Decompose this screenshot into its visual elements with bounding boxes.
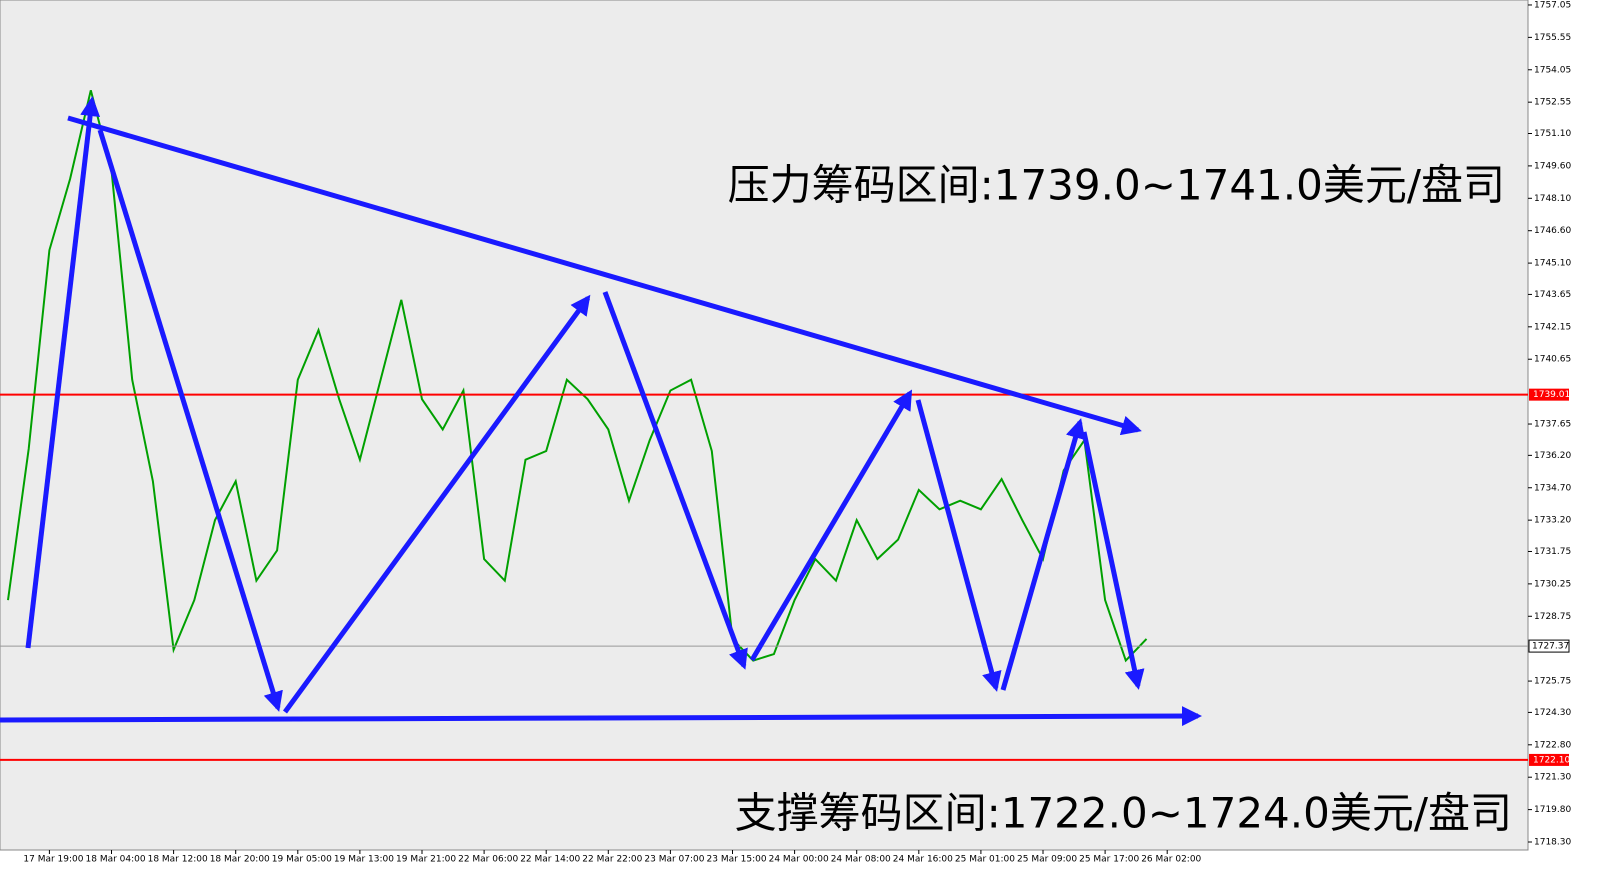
resistance-note: 压力筹码区间:1739.0~1741.0美元/盘司 xyxy=(728,161,1505,210)
x-tick-label: 24 Mar 16:00 xyxy=(893,855,953,865)
y-tick-label: 1734.70 xyxy=(1534,483,1571,493)
y-tick-label: 1725.75 xyxy=(1534,677,1571,687)
level-label: 1739.01 xyxy=(1533,390,1570,400)
arrow xyxy=(282,294,591,714)
y-tick-label: 1731.75 xyxy=(1534,547,1571,557)
y-tick-label: 1718.30 xyxy=(1534,838,1571,848)
x-tick-label: 18 Mar 12:00 xyxy=(148,855,208,865)
x-tick-label: 22 Mar 06:00 xyxy=(458,855,518,865)
x-tick-label: 19 Mar 05:00 xyxy=(272,855,332,865)
x-tick-label: 24 Mar 00:00 xyxy=(769,855,829,865)
price-line xyxy=(7,90,1148,663)
arrow xyxy=(915,399,1002,692)
y-tick-label: 1737.65 xyxy=(1534,420,1571,430)
x-tick-label: 18 Mar 20:00 xyxy=(210,855,270,865)
x-tick-label: 25 Mar 09:00 xyxy=(1017,855,1077,865)
plot-area xyxy=(0,0,1529,851)
support-arrow xyxy=(0,706,1202,727)
arrow xyxy=(25,96,101,649)
y-tick-label: 1757.05 xyxy=(1534,0,1571,10)
y-tick-label: 1752.55 xyxy=(1534,98,1571,108)
x-tick-label: 26 Mar 02:00 xyxy=(1141,855,1201,865)
x-tick-label: 19 Mar 13:00 xyxy=(334,855,394,865)
level-marker xyxy=(1529,753,1569,766)
y-tick-label: 1746.60 xyxy=(1534,226,1571,236)
x-tick-label: 19 Mar 21:00 xyxy=(396,855,456,865)
y-tick-label: 1749.60 xyxy=(1534,161,1571,171)
y-tick-label: 1751.10 xyxy=(1534,129,1571,139)
trend-line xyxy=(67,115,1142,436)
y-tick-label: 1728.75 xyxy=(1534,612,1571,622)
y-tick-label: 1736.20 xyxy=(1534,451,1571,461)
last-price-marker xyxy=(1528,639,1570,653)
y-tick-label: 1721.30 xyxy=(1534,773,1571,783)
x-tick-label: 25 Mar 17:00 xyxy=(1079,855,1139,865)
x-tick-label: 22 Mar 14:00 xyxy=(520,855,580,865)
arrow xyxy=(97,129,283,712)
x-tick-label: 23 Mar 15:00 xyxy=(707,855,767,865)
x-tick-label: 25 Mar 01:00 xyxy=(955,855,1015,865)
support-note: 支撑筹码区间:1722.0~1724.0美元/盘司 xyxy=(735,789,1512,838)
y-tick-label: 1745.10 xyxy=(1534,259,1571,269)
y-tick-label: 1742.15 xyxy=(1534,322,1571,332)
arrow xyxy=(602,291,748,670)
x-tick-label: 18 Mar 04:00 xyxy=(86,855,146,865)
level-marker xyxy=(1529,388,1569,401)
y-tick-label: 1722.80 xyxy=(1534,740,1571,750)
arrow xyxy=(1000,418,1086,691)
x-tick-label: 22 Mar 22:00 xyxy=(582,855,642,865)
x-tick-label: 17 Mar 19:00 xyxy=(23,855,83,865)
x-tick-label: 24 Mar 08:00 xyxy=(831,855,891,865)
y-tick-label: 1733.20 xyxy=(1534,516,1571,526)
y-tick-label: 1740.65 xyxy=(1534,355,1571,365)
level-label: 1722.10 xyxy=(1533,755,1570,765)
y-tick-label: 1754.05 xyxy=(1534,65,1571,75)
y-tick-label: 1748.10 xyxy=(1534,194,1571,204)
arrow xyxy=(749,389,913,662)
y-tick-label: 1743.65 xyxy=(1534,290,1571,300)
last-price-label: 1727.37 xyxy=(1532,642,1569,652)
x-tick-label: 23 Mar 07:00 xyxy=(644,855,704,865)
arrow xyxy=(1081,431,1145,690)
y-tick-label: 1730.25 xyxy=(1534,579,1571,589)
y-tick-label: 1755.55 xyxy=(1534,33,1571,43)
y-tick-label: 1724.30 xyxy=(1534,708,1571,718)
y-tick-label: 1719.80 xyxy=(1534,805,1571,815)
drawn-arrows xyxy=(0,96,1202,727)
